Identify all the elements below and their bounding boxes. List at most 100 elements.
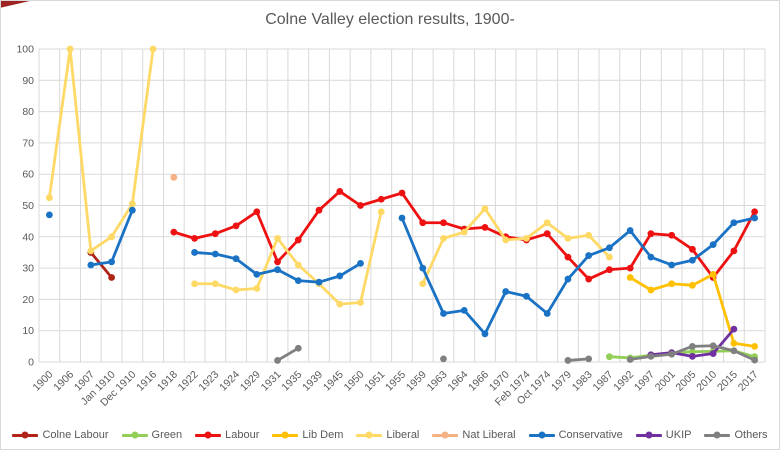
data-point-lib-dem [689,281,696,289]
y-axis-tick-label: 10 [22,325,34,337]
legend-marker-icon [432,433,459,437]
data-point-conservative [336,272,344,280]
x-axis-tick-label: 1939 [300,369,325,394]
data-point-labour [211,230,219,238]
data-point-others [564,357,572,364]
legend-label: Nat Liberal [462,429,516,441]
data-point-labour [585,275,593,283]
data-point-liberal [502,236,510,244]
data-point-liberal [564,234,572,242]
data-point-liberal [191,280,198,288]
legend-item-ukip: UKIP [635,429,691,441]
data-point-labour [626,264,634,272]
data-point-liberal [149,45,157,53]
data-point-liberal [543,219,551,227]
data-point-labour [191,234,198,242]
data-point-conservative [668,261,676,269]
data-point-conservative [128,206,136,214]
data-point-labour [357,202,364,209]
data-point-labour [481,224,489,231]
data-point-liberal [606,253,613,261]
y-axis-tick-label: 60 [22,169,34,181]
series-line-liberal [421,207,611,286]
data-point-others [585,355,593,363]
data-point-labour [274,258,281,266]
data-point-others [751,356,759,364]
legend-item-labour: Labour [195,429,259,441]
data-point-green [606,353,613,361]
data-point-conservative [730,219,738,227]
data-point-liberal [87,247,95,255]
data-point-liberal [108,233,115,241]
legend-item-colne-labour: Colne Labour [12,429,109,441]
x-axis-tick-label: 1924 [217,369,242,394]
data-point-conservative [274,266,281,274]
data-point-colne-labour [108,274,115,281]
legend-item-others: Others [704,429,768,441]
x-axis-tick-label: 1979 [549,369,574,394]
data-point-lib-dem [751,342,759,350]
data-point-conservative [564,275,572,283]
data-point-labour [377,195,385,203]
y-axis-tick-label: 50 [22,200,34,212]
legend-label: Lib Dem [302,429,344,441]
data-point-conservative [357,260,364,267]
data-point-lib-dem [647,286,655,294]
data-point-conservative [481,330,489,338]
x-axis-tick-label: 1951 [362,369,387,394]
data-point-conservative [191,249,198,256]
data-point-labour [232,222,240,230]
data-point-conservative [232,255,240,263]
x-axis-tick-label: 2017 [736,369,761,394]
data-point-liberal [336,300,344,308]
x-axis-tick-label: 1916 [134,369,159,394]
x-axis-tick-label: 1983 [570,369,595,394]
x-axis-tick-label: 1945 [321,369,346,394]
data-point-conservative [294,277,302,285]
data-point-lib-dem [730,339,738,347]
data-point-labour [689,245,696,253]
legend-item-lib-dem: Lib Dem [272,429,343,441]
legend-item-conservative: Conservative [528,429,623,441]
data-point-others [689,342,696,350]
x-axis-tick-label: 1900 [30,369,55,394]
x-axis-tick-label: 2005 [674,369,699,394]
data-point-labour [294,236,302,244]
y-axis-tick-label: 70 [22,137,34,149]
data-point-labour [336,188,344,195]
data-point-others [274,357,281,364]
data-point-conservative [751,214,759,222]
data-point-others [730,347,738,355]
data-point-conservative [523,292,530,300]
data-point-conservative [606,244,613,252]
data-point-conservative [460,306,468,314]
x-axis-tick-label: 1922 [176,369,201,394]
x-axis-tick-label: 1987 [591,369,616,394]
series-line-liberal [47,47,155,253]
data-point-others [647,352,655,360]
x-axis-tick-label: 1935 [279,369,304,394]
data-point-labour [543,230,551,238]
data-point-conservative [419,264,427,272]
x-axis-tick-label: 1963 [425,369,450,394]
data-point-liberal [294,261,302,269]
legend-item-nat-liberal: Nat Liberal [432,429,516,441]
data-point-conservative [626,227,634,234]
legend-marker-icon [272,433,299,437]
data-point-liberal [440,234,447,242]
data-point-others [440,355,447,363]
data-point-conservative [108,258,115,266]
chart-title: Colne Valley election results, 1900- [265,11,515,28]
data-point-labour [398,189,406,197]
data-point-labour [419,219,427,227]
legend-marker-icon [12,433,39,437]
data-point-conservative [502,288,510,295]
data-point-lib-dem [668,280,676,288]
data-point-liberal [481,205,489,213]
legend-item-green: Green [121,429,182,441]
x-axis-tick-label: 1931 [259,369,284,394]
data-point-liberal [66,45,74,53]
x-axis-tick-label: 1964 [445,369,470,394]
x-axis-tick-label: 1918 [155,369,180,394]
